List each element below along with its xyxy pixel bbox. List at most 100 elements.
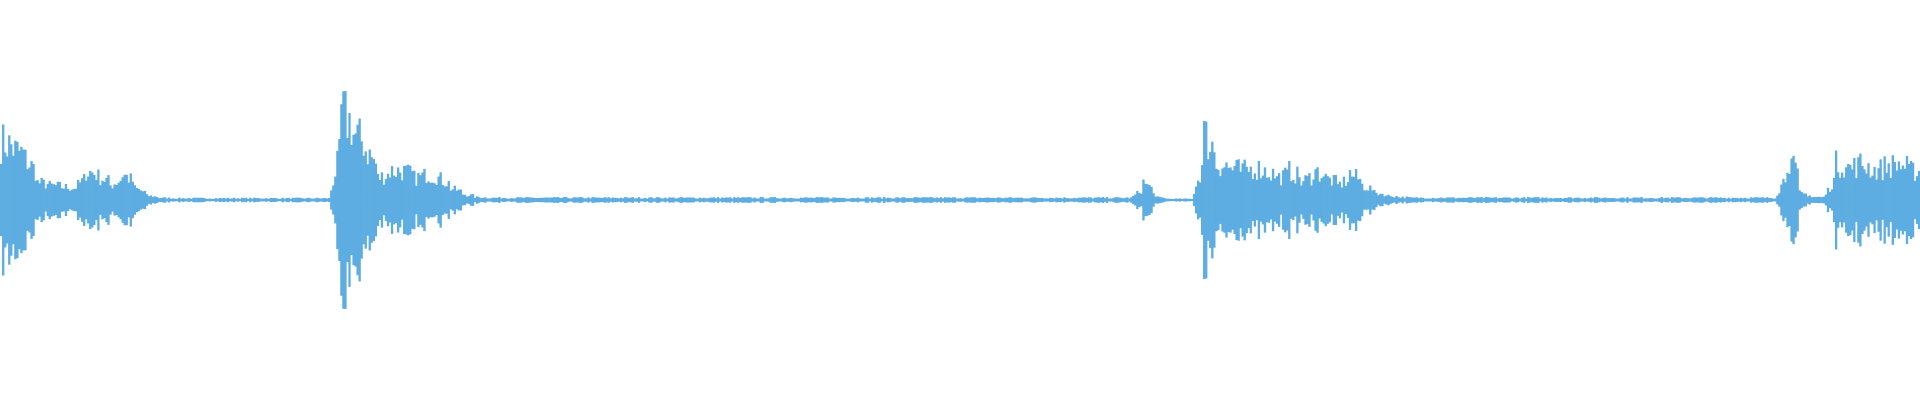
waveform-sample-bar [1567, 197, 1570, 203]
waveform-sample-bar [243, 198, 246, 202]
waveform-sample-bar [1883, 156, 1886, 244]
waveform-sample-bar [1142, 179, 1145, 221]
waveform-sample-bar [1421, 197, 1425, 203]
waveform-sample-bar [279, 198, 282, 202]
waveform-sample-bar [806, 197, 809, 203]
waveform-sample-bar [921, 197, 924, 203]
waveform-sample-bar [26, 169, 29, 231]
waveform-sample-bar [1470, 197, 1473, 203]
waveform-sample-bar [429, 182, 432, 218]
waveform-sample-bar [1091, 198, 1094, 202]
waveform-sample-bar [463, 194, 467, 206]
waveform-sample-bar [1120, 197, 1123, 203]
waveform-sample-bar [421, 172, 424, 228]
waveform-sample-bar [1154, 196, 1157, 204]
waveform-sample-bar [755, 198, 758, 202]
waveform-sample-bar [477, 197, 481, 203]
waveform-sample-bar [111, 188, 114, 212]
waveform-sample-bar [500, 198, 503, 202]
waveform-sample-bar [1405, 196, 1408, 204]
waveform-sample-bar [1796, 168, 1799, 232]
waveform-sample-bar [1709, 197, 1712, 203]
waveform-sample-bar [808, 197, 811, 203]
waveform-sample-bar [469, 194, 473, 206]
waveform-sample-bar [425, 183, 428, 217]
waveform-sample-bar [1273, 178, 1277, 222]
waveform-sample-bar [518, 197, 521, 203]
waveform-sample-bar [899, 198, 902, 202]
waveform-sample-bar [1407, 197, 1410, 203]
waveform-sample-bar [226, 197, 230, 203]
waveform-sample-bar [1693, 197, 1696, 203]
waveform-sample-bar [506, 198, 509, 202]
waveform-sample-bar [257, 198, 260, 202]
waveform-sample-bar [621, 198, 625, 202]
waveform-sample-bar [334, 176, 337, 224]
waveform-sample-bar [303, 198, 307, 202]
waveform-sample-bar [188, 198, 191, 202]
waveform-sample-bar [409, 165, 412, 235]
waveform-sample-bar [528, 197, 531, 203]
waveform-sample-bar [1616, 198, 1619, 202]
waveform-sample-bar [247, 198, 250, 202]
waveform-sample-bar [883, 197, 886, 203]
waveform-sample-bar [1838, 177, 1842, 223]
waveform-sample-bar [573, 197, 576, 203]
waveform-sample-bar [1101, 197, 1105, 203]
waveform-sample-bar [992, 197, 995, 203]
waveform-sample-bar [222, 198, 226, 202]
waveform-sample-bar [204, 198, 207, 202]
waveform-sample-bar [1140, 193, 1143, 207]
waveform-sample-bar [733, 197, 736, 203]
waveform-sample-bar [1460, 197, 1463, 203]
waveform-sample-bar [637, 197, 641, 203]
waveform-sample-bar [1755, 197, 1759, 203]
waveform-sample-bar [1683, 198, 1686, 202]
waveform-sample-bar [16, 141, 19, 259]
waveform-sample-bar [1188, 198, 1192, 202]
waveform-sample-bar [710, 197, 714, 203]
waveform-sample-bar [1608, 197, 1611, 203]
waveform-sample-bar [988, 197, 991, 203]
waveform-sample-bar [297, 197, 301, 203]
waveform-sample-bar [1286, 169, 1289, 231]
waveform-sample-bar [490, 198, 493, 202]
waveform-sample-bar [1486, 197, 1489, 203]
waveform-sample-bar [1500, 197, 1504, 203]
waveform-sample-bar [135, 188, 139, 212]
waveform-sample-bar [328, 197, 331, 203]
waveform-sample-bar [461, 194, 465, 206]
waveform-sample-bar [1053, 198, 1056, 202]
waveform-sample-bar [6, 156, 9, 244]
waveform-sample-bar [417, 172, 420, 228]
waveform-sample-bar [178, 197, 181, 203]
waveform-sample-bar [690, 197, 693, 203]
waveform-sample-bar [498, 197, 501, 203]
waveform-sample-bar [1551, 198, 1554, 202]
waveform-sample-bar [93, 174, 96, 226]
waveform-sample-bar [1006, 197, 1009, 203]
waveform-sample-bar [1610, 198, 1613, 202]
waveform-sample-bar [386, 173, 390, 227]
waveform-sample-bar [931, 197, 934, 203]
waveform-sample-bar [1235, 159, 1238, 241]
waveform-sample-bar [1397, 197, 1400, 203]
waveform-sample-bar [563, 197, 566, 203]
waveform-sample-bar [1818, 196, 1822, 204]
waveform-sample-bar [587, 197, 590, 203]
waveform-sample-bar [1529, 197, 1532, 203]
waveform-sample-bar [403, 165, 406, 235]
waveform-sample-bar [1225, 162, 1228, 238]
waveform-sample-bar [1770, 198, 1773, 202]
waveform-sample-bar [1186, 198, 1190, 202]
waveform-sample-bar [1668, 198, 1672, 202]
waveform-sample-bar [378, 179, 382, 221]
waveform-sample-bar [1251, 178, 1254, 222]
waveform-sample-bar [1563, 197, 1566, 202]
waveform-sample-bar [224, 198, 228, 202]
waveform-sample-bar [87, 176, 90, 224]
waveform-sample-bar [141, 191, 145, 209]
waveform-sample-bar [767, 198, 770, 202]
waveform-sample-bar [405, 165, 408, 235]
waveform-sample-bar [1480, 197, 1483, 203]
